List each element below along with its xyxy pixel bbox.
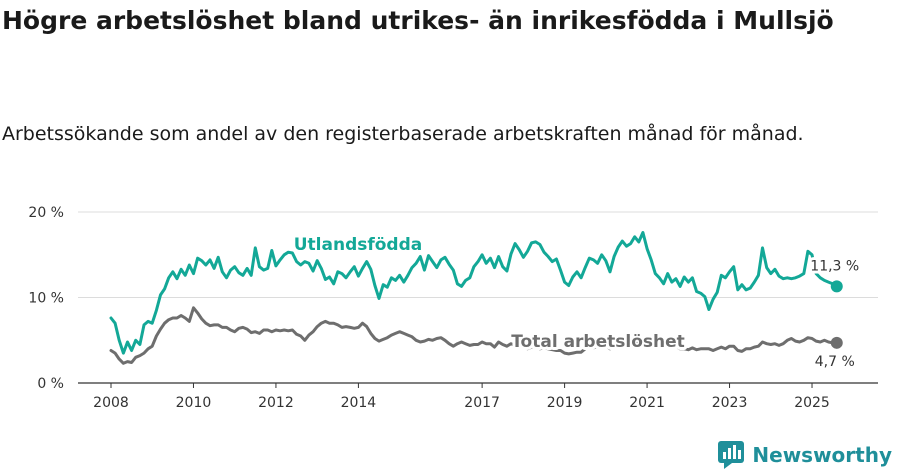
end-value-label-total: 4,7 % [815,354,855,370]
end-point-utlandsfodda [830,280,843,293]
gridlines [78,211,878,384]
series-label-total: Total arbetslöshet [511,332,685,352]
x-tick-label: 2008 [93,395,129,411]
end-point-total [830,336,843,349]
series-label-utlandsfodda-halo: Utlandsfödda [294,235,423,255]
newsworthy-logo-text: Newsworthy [752,443,892,467]
x-tick-label: 2010 [176,395,212,411]
x-tick-label: 2019 [547,395,583,411]
chart-title: Högre arbetslöshet bland utrikes- än inr… [2,6,834,35]
newsworthy-logo: Newsworthy [718,440,892,470]
end-value-label-utlandsfodda-halo: 11,3 % [810,258,859,274]
x-tick-label: 2014 [341,395,377,411]
y-tick-label: 10 % [28,291,64,307]
y-tick-label: 20 % [28,205,64,221]
y-tick-label: 0 % [37,376,64,392]
end-value-label-utlandsfodda: 11,3 % [810,258,859,274]
x-tick-label: 2012 [258,395,294,411]
chart-subtitle: Arbetssökande som andel av den registerb… [2,123,804,145]
line-chart: 0 % 10 % 20 % 2008 2010 2012 2014 2017 2019 2021 2… [28,205,878,411]
series-line-total [109,306,839,365]
series-lines [109,231,843,365]
series-label-total-halo: Total arbetslöshet [511,332,685,352]
x-tick-label: 2017 [464,395,500,411]
end-value-label-total-halo: 4,7 % [815,354,855,370]
series-label-utlandsfodda: Utlandsfödda [294,235,423,255]
x-tick-label: 2023 [712,395,748,411]
axes: 0 % 10 % 20 % 2008 2010 2012 2014 2017 2019 2021 2… [28,205,878,411]
x-tick-label: 2025 [794,395,830,411]
newsworthy-logo-icon [718,441,745,469]
series-line-utlandsfodda [109,231,839,355]
x-tick-label: 2021 [629,395,665,411]
